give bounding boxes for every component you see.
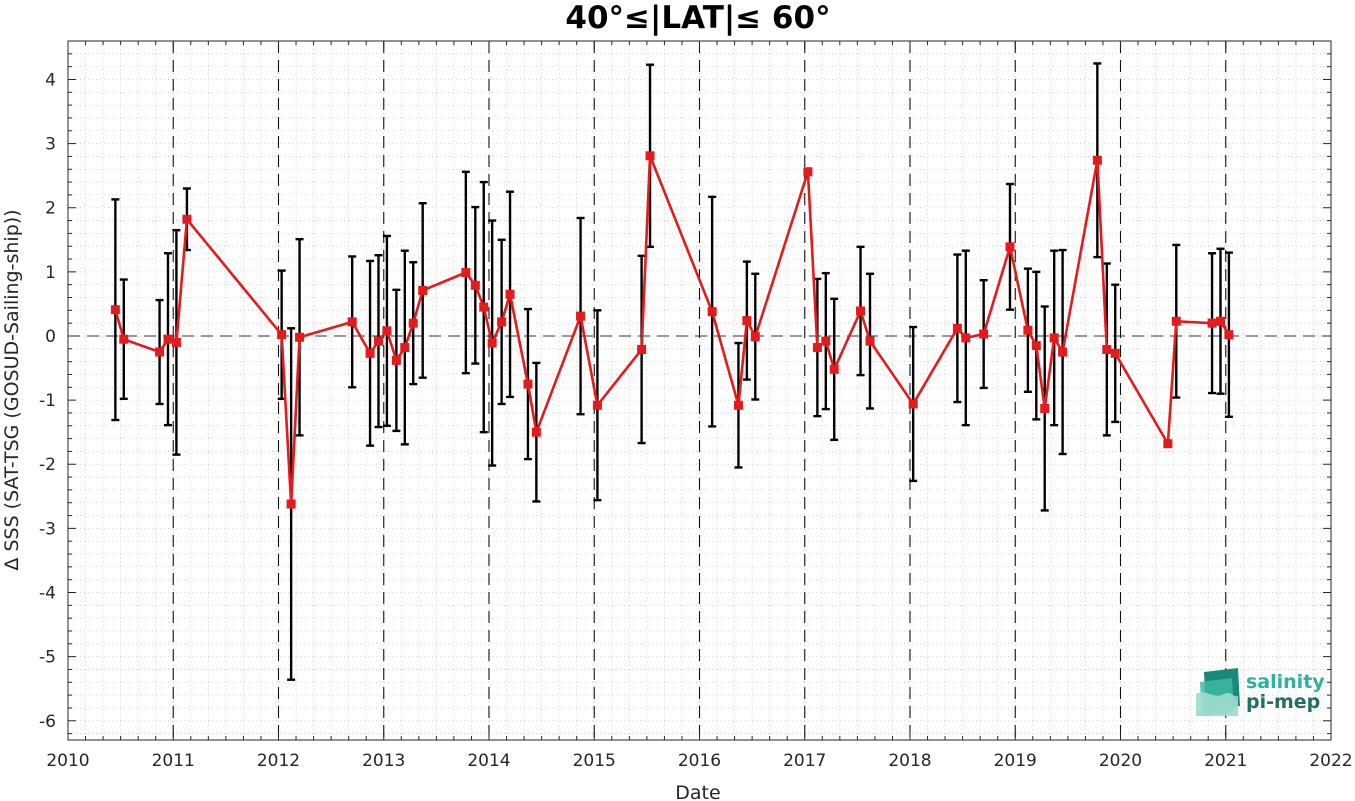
data-point-marker <box>645 151 655 161</box>
y-tick-label: -1 <box>39 391 56 411</box>
data-point-marker <box>908 399 918 409</box>
x-tick-label: 2016 <box>678 751 721 771</box>
data-point-marker <box>155 347 165 357</box>
x-tick-label: 2017 <box>783 751 826 771</box>
y-tick-label: -5 <box>39 648 56 668</box>
error-bars <box>111 62 1233 681</box>
data-point-marker <box>829 364 839 374</box>
data-point-marker <box>1005 242 1015 252</box>
y-tick-label: 2 <box>45 199 56 219</box>
data-point-marker <box>182 214 192 224</box>
x-axis-label: Date <box>675 782 720 801</box>
data-point-marker <box>1092 155 1102 165</box>
data-point-marker <box>418 285 428 295</box>
y-tick-label: -4 <box>39 584 56 604</box>
data-point-marker <box>382 326 392 336</box>
x-tick-label: 2021 <box>1204 751 1247 771</box>
data-point-marker <box>1031 341 1041 351</box>
data-point-marker <box>470 280 480 290</box>
data-point-marker <box>1207 318 1217 328</box>
data-point-marker <box>637 344 647 354</box>
y-tick-label: 0 <box>45 327 56 347</box>
data-point-marker <box>487 338 497 348</box>
x-tick-label: 2014 <box>467 751 510 771</box>
data-point-marker <box>295 332 305 342</box>
salinity-pi-mep-logo: salinity pi-mep <box>1196 668 1325 716</box>
data-point-marker <box>865 336 875 346</box>
data-point-marker <box>461 268 471 278</box>
y-tick-label: 4 <box>45 70 56 90</box>
data-point-marker <box>365 348 375 358</box>
data-point-marker <box>277 330 287 340</box>
data-point-marker <box>1171 316 1181 326</box>
data-point-marker <box>110 305 120 315</box>
data-point-marker <box>821 336 831 346</box>
data-point-marker <box>1040 403 1050 413</box>
x-tick-labels: 2010 2011 2012 2013 2014 2015 2016 2017 2018 2019… <box>46 751 1352 771</box>
data-point-marker <box>1049 333 1059 343</box>
y-tick-label: 1 <box>45 263 56 283</box>
axis-ticks <box>67 41 1332 740</box>
data-point-marker <box>1110 348 1120 358</box>
data-point-marker <box>1163 439 1173 449</box>
data-point-marker <box>171 337 181 347</box>
x-tick-label: 2015 <box>573 751 616 771</box>
data-point-marker <box>347 317 357 327</box>
data-point-marker <box>1102 344 1112 354</box>
data-point-marker <box>119 334 129 344</box>
data-point-marker <box>1215 316 1225 326</box>
data-point-marker <box>742 316 752 326</box>
data-point-marker <box>531 427 541 437</box>
data-point-marker <box>479 302 489 312</box>
x-tick-label: 2018 <box>888 751 931 771</box>
data-point-marker <box>505 289 515 299</box>
data-point-marker <box>952 323 962 333</box>
series-markers <box>110 151 1234 509</box>
data-point-marker <box>576 311 586 321</box>
y-tick-label: -3 <box>39 519 56 539</box>
y-axis-label: Δ SSS (SAT-TSG (GOSUD-Sailing-ship)) <box>1 209 23 570</box>
data-point-marker <box>856 306 866 316</box>
x-tick-label: 2011 <box>152 751 195 771</box>
data-point-marker <box>391 355 401 365</box>
data-point-marker <box>1023 325 1033 335</box>
y-tick-label: 3 <box>45 135 56 155</box>
chart-title: 40°≤|LAT|≤ 60° <box>565 0 830 36</box>
data-point-marker <box>497 317 507 327</box>
data-point-marker <box>408 318 418 328</box>
data-point-marker <box>523 379 533 389</box>
x-tick-label: 2012 <box>257 751 300 771</box>
data-point-marker <box>400 343 410 353</box>
data-point-marker <box>803 167 813 177</box>
data-point-marker <box>286 499 296 509</box>
wave-icon <box>1196 668 1240 716</box>
y-tick-label: -2 <box>39 455 56 475</box>
year-dashed-lines <box>172 41 1227 740</box>
data-point-marker <box>163 334 173 344</box>
data-point-marker <box>373 336 383 346</box>
data-point-marker <box>733 400 743 410</box>
x-tick-label: 2019 <box>994 751 1037 771</box>
x-tick-label: 2020 <box>1099 751 1142 771</box>
logo-line2: pi-mep <box>1246 691 1320 713</box>
x-tick-label: 2022 <box>1309 751 1352 771</box>
x-tick-label: 2013 <box>362 751 405 771</box>
logo-line1: salinity <box>1246 671 1325 693</box>
data-point-marker <box>592 400 602 410</box>
y-tick-label: -6 <box>39 712 56 732</box>
data-point-marker <box>961 333 971 343</box>
data-point-marker <box>1058 347 1068 357</box>
data-point-marker <box>707 307 717 317</box>
y-tick-labels: -6 -5 -4 -3 -2 -1 0 1 2 3 4 <box>39 70 56 731</box>
data-point-marker <box>979 329 989 339</box>
data-point-marker <box>750 332 760 342</box>
x-tick-label: 2010 <box>46 751 89 771</box>
data-point-marker <box>812 343 822 353</box>
data-point-marker <box>1224 330 1234 340</box>
